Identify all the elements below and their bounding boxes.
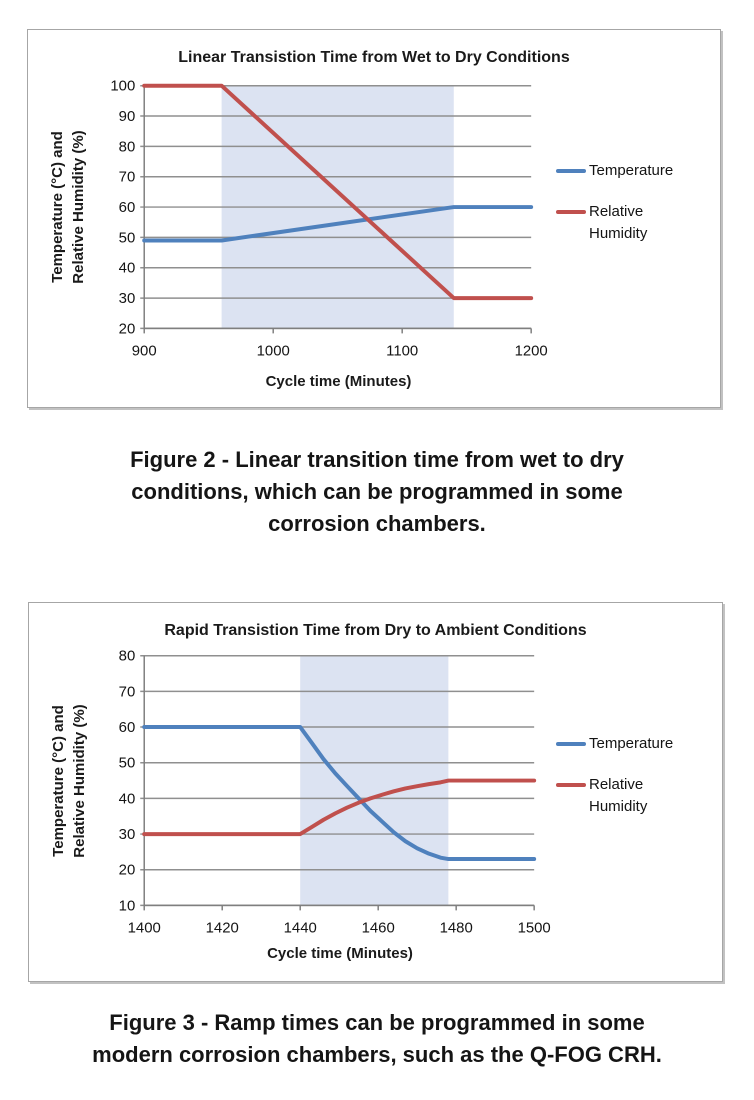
- temperature-line-swatch: [556, 742, 586, 746]
- svg-text:70: 70: [119, 169, 136, 186]
- humidity-line-swatch: [556, 210, 586, 214]
- legend-label: Relative Humidity: [589, 776, 648, 815]
- svg-text:40: 40: [119, 790, 136, 807]
- svg-text:50: 50: [119, 755, 136, 772]
- legend: Temperature Relative Humidity: [556, 733, 673, 818]
- svg-text:80: 80: [119, 648, 136, 665]
- legend: Temperature Relative Humidity: [556, 160, 673, 245]
- legend-item-relative-humidity: Relative Humidity: [556, 774, 673, 818]
- svg-text:1460: 1460: [362, 919, 395, 936]
- svg-text:50: 50: [119, 229, 136, 246]
- svg-text:20: 20: [119, 862, 136, 879]
- svg-text:60: 60: [119, 199, 136, 216]
- svg-text:90: 90: [119, 108, 136, 125]
- figure2-chart-panel: Linear Transistion Time from Wet to Dry …: [27, 29, 721, 408]
- svg-text:30: 30: [119, 290, 136, 307]
- plot-area: 20 30 40 50 60 70 80 90 100 900 1000 1100 1200: [110, 78, 548, 360]
- svg-text:10: 10: [119, 897, 136, 914]
- svg-text:40: 40: [119, 260, 136, 277]
- svg-text:1440: 1440: [284, 919, 317, 936]
- figure3-chart-panel: Rapid Transistion Time from Dry to Ambie…: [28, 602, 723, 982]
- chart-title: Rapid Transistion Time from Dry to Ambie…: [164, 622, 587, 639]
- figure3-caption: Figure 3 - Ramp times can be programmed …: [92, 1010, 662, 1067]
- svg-text:1480: 1480: [440, 919, 473, 936]
- legend-label: Temperature: [589, 735, 674, 752]
- svg-text:70: 70: [119, 683, 136, 700]
- plot-area: 10 20 30 40 50 60 70 80 1400 1420 1440 1460 1480 1500: [119, 648, 551, 937]
- svg-text:100: 100: [110, 78, 135, 95]
- legend-label: Temperature: [589, 162, 674, 179]
- svg-text:1000: 1000: [257, 342, 290, 359]
- svg-text:1200: 1200: [515, 342, 548, 359]
- svg-text:1400: 1400: [128, 919, 161, 936]
- svg-text:1420: 1420: [206, 919, 239, 936]
- legend-item-relative-humidity: Relative Humidity: [556, 201, 673, 245]
- legend-item-temperature: Temperature: [556, 160, 673, 182]
- x-axis-title: Cycle time (Minutes): [267, 945, 413, 962]
- svg-text:900: 900: [132, 342, 157, 359]
- svg-text:60: 60: [119, 719, 136, 736]
- svg-text:1500: 1500: [518, 919, 551, 936]
- figure2-caption: Figure 2 - Linear transition time from w…: [130, 447, 624, 536]
- temperature-line-swatch: [556, 169, 586, 173]
- legend-label: Relative Humidity: [589, 203, 648, 242]
- legend-item-temperature: Temperature: [556, 733, 673, 755]
- svg-text:20: 20: [119, 320, 136, 337]
- svg-text:80: 80: [119, 138, 136, 155]
- svg-text:1100: 1100: [386, 342, 418, 359]
- svg-text:30: 30: [119, 826, 136, 843]
- chart-title: Linear Transistion Time from Wet to Dry …: [178, 49, 570, 66]
- x-axis-title: Cycle time (Minutes): [265, 373, 412, 390]
- humidity-line-swatch: [556, 783, 586, 787]
